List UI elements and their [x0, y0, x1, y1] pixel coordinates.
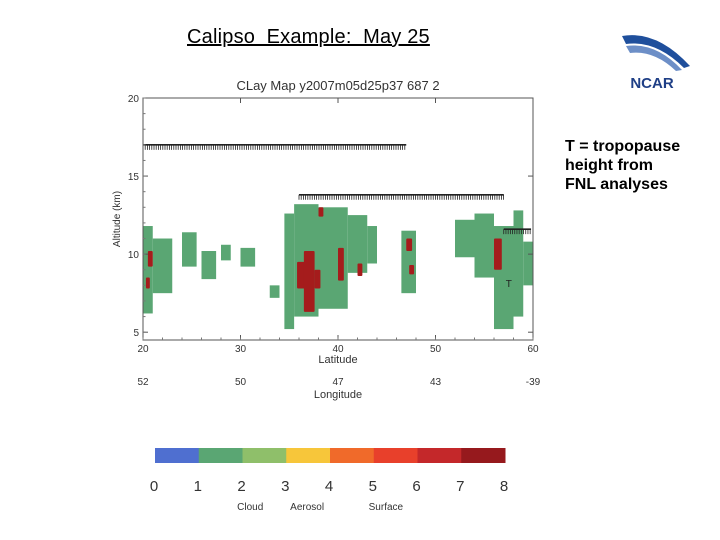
longitude-tick-label: 47: [332, 377, 344, 388]
cloud-cell: [284, 213, 295, 330]
cloud-cell: [523, 241, 533, 286]
cloud-cell: [152, 238, 173, 294]
colorbar-tick-label: 6: [412, 478, 420, 495]
cloud-cell: [401, 230, 416, 294]
plot-layer: T: [142, 98, 533, 340]
x-tick-label: 60: [527, 344, 539, 355]
y-tick-label: 10: [128, 250, 140, 261]
longitude-tick-label: -39: [526, 377, 541, 388]
colorbar-segment: [330, 448, 375, 463]
cloud-cell: [240, 247, 256, 267]
cloud-cell: [201, 251, 217, 280]
longitude-axis-label: Longitude: [314, 389, 362, 401]
colorbar-tick-label: 4: [325, 478, 333, 495]
cloud-cell: [513, 210, 524, 317]
y-axis-label: Altitude (km): [112, 191, 123, 247]
surface-cell: [303, 251, 315, 312]
surface-cell: [338, 247, 344, 281]
y-tick-label: 5: [133, 328, 139, 339]
colorbar-group-label: Cloud: [237, 502, 263, 513]
colorbar-segment: [417, 448, 462, 463]
colorbar-tick-label: 5: [369, 478, 377, 495]
colorbar-segment: [286, 448, 331, 463]
note-line: height from: [565, 157, 653, 174]
x-tick-label: 50: [430, 344, 442, 355]
colorbar-tick-label: 1: [194, 478, 202, 495]
colorbar-tick-label: 0: [150, 478, 158, 495]
cloud-cell: [221, 244, 231, 261]
ncar-logo: NCAR: [622, 35, 690, 92]
cloud-cell: [143, 226, 153, 314]
y-tick-label: 15: [128, 172, 140, 183]
note-line: FNL analyses: [565, 176, 668, 193]
colorbar-tick-label: 8: [500, 478, 508, 495]
colorbar-layer: 0 1 2 3 4 5 6 7 8 Cloud Aerosol Surface: [150, 448, 508, 513]
surface-cell: [297, 261, 305, 289]
cloud-cell: [347, 215, 368, 273]
surface-cell: [314, 269, 321, 289]
logo-swoosh-inner: [626, 45, 682, 71]
cloud-cell: [474, 213, 494, 278]
colorbar-segment: [198, 448, 243, 463]
surface-cell: [147, 251, 153, 267]
slide-title: Calipso Example: May 25: [187, 26, 430, 48]
logo-text: NCAR: [630, 75, 673, 92]
longitude-tick-label: 43: [430, 377, 442, 388]
x-tick-label: 20: [137, 344, 149, 355]
surface-cell: [318, 207, 324, 217]
x-axis-label: Latitude: [318, 354, 357, 366]
longitude-tick-label: 50: [235, 377, 247, 388]
longitude-tick-label: 52: [137, 377, 149, 388]
colorbar-segment: [373, 448, 418, 463]
colorbar-segment: [242, 448, 287, 463]
colorbar-group-label: Aerosol: [290, 502, 324, 513]
colorbar-group-label: Surface: [369, 502, 404, 513]
x-tick-label: 30: [235, 344, 247, 355]
colorbar-segment: [155, 448, 200, 463]
y-tick-label: 20: [128, 94, 140, 105]
cloud-cell: [367, 226, 377, 264]
surface-cell: [406, 238, 413, 252]
tropopause-marker: T: [506, 279, 512, 290]
surface-cell: [145, 277, 150, 289]
surface-cell: [409, 265, 415, 275]
clay-map-chart: T CLay Map y2007m05d25p37 687 220 30 40 50 6…: [112, 78, 541, 513]
colorbar-tick-label: 3: [281, 478, 289, 495]
chart-title: CLay Map y2007m05d25p37 687 2: [236, 78, 439, 93]
x-tick-label: 40: [332, 344, 344, 355]
logo-swoosh-outer: [622, 35, 690, 68]
colorbar-segment: [461, 448, 506, 463]
axes-layer: CLay Map y2007m05d25p37 687 2 20 30 40 50 60 5…: [112, 78, 541, 401]
cloud-cell: [455, 219, 475, 258]
cloud-cell: [182, 232, 197, 267]
surface-cell: [494, 238, 502, 270]
colorbar-tick-label: 7: [456, 478, 464, 495]
note-line: T = tropopause: [565, 138, 681, 155]
cloud-cell: [269, 285, 280, 298]
colorbar-tick-label: 2: [237, 478, 245, 495]
surface-cell: [357, 263, 363, 276]
tropopause-note: T = tropopause height from FNL analyses: [565, 137, 715, 194]
